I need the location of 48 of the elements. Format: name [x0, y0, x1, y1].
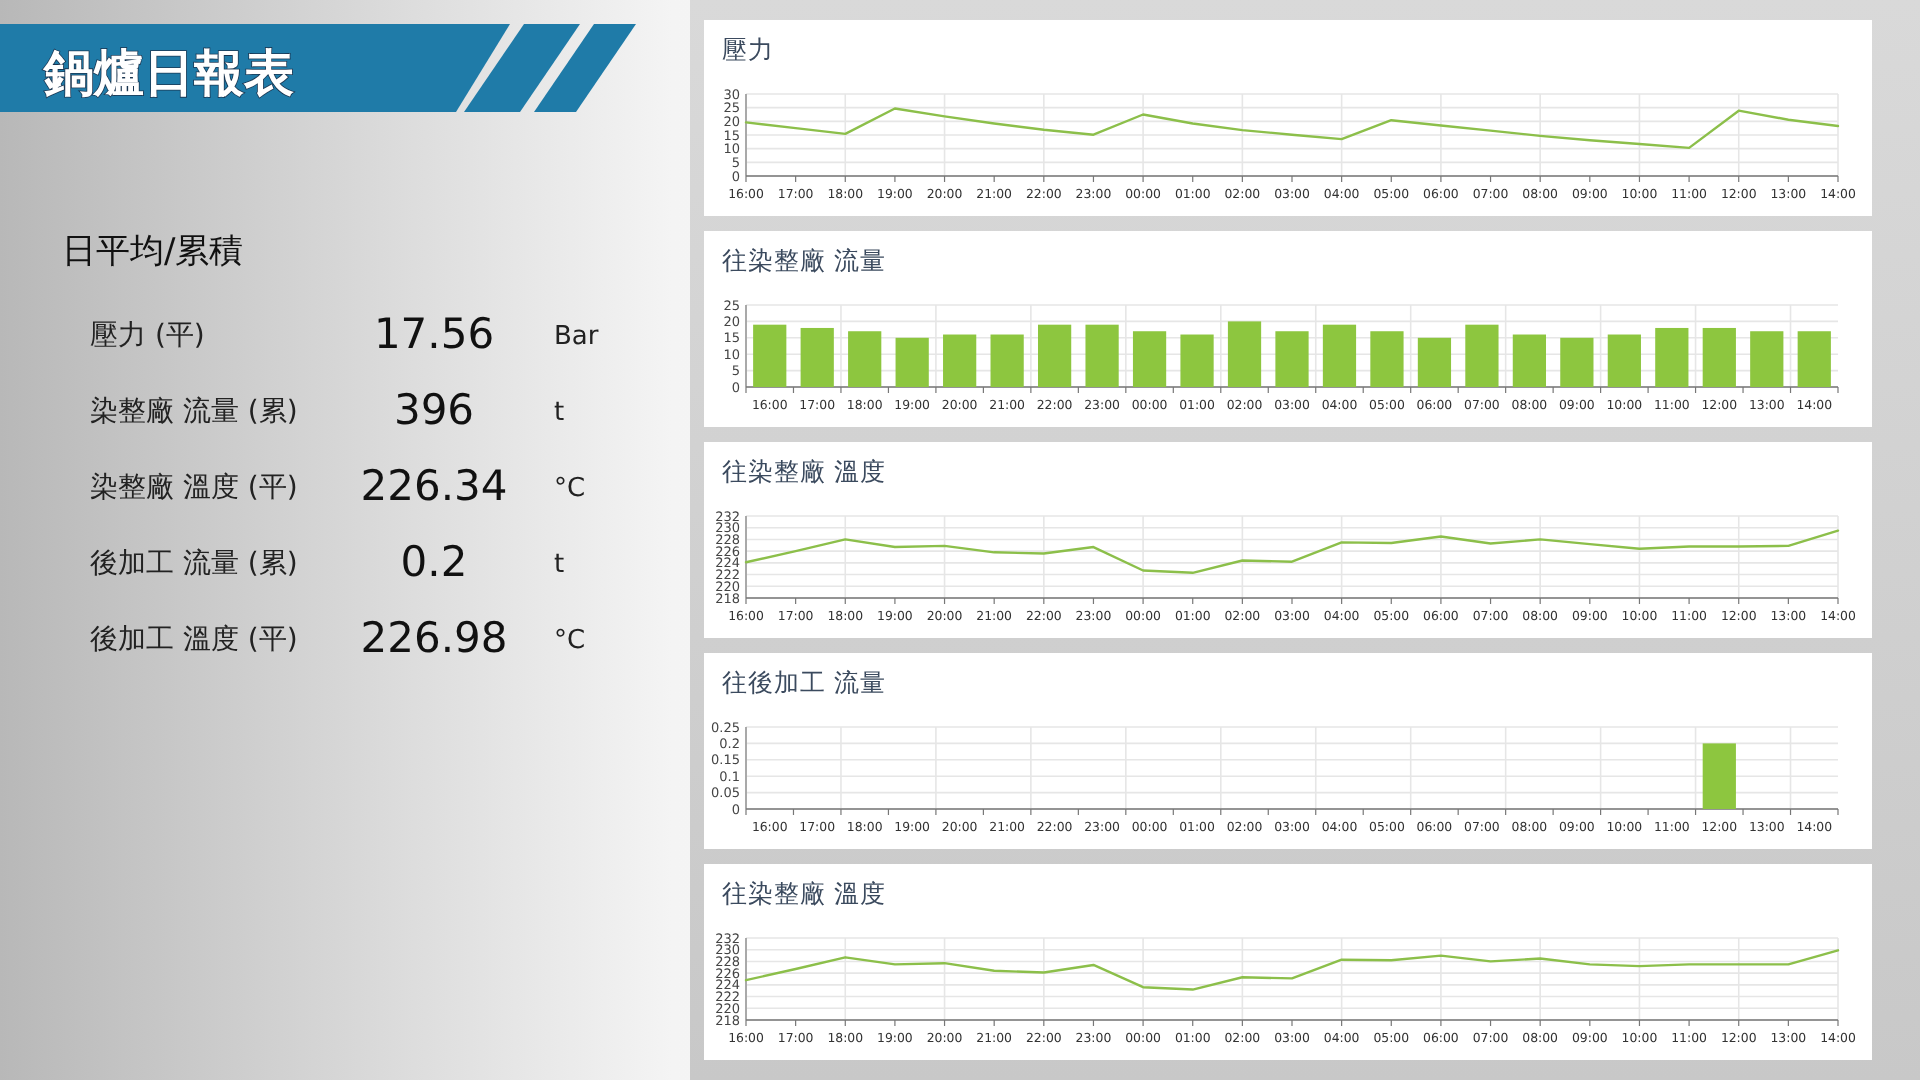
text: Bar — [554, 322, 600, 352]
category-label: 後加工 流量 (累) — [90, 548, 298, 580]
bar — [1085, 324, 1119, 387]
bar — [753, 324, 787, 387]
text: t — [554, 398, 565, 428]
category-label: 染整廠 溫度 (平) — [90, 472, 298, 504]
chart-title: 往染整廠 流量 — [722, 245, 886, 275]
line-series — [744, 107, 1840, 150]
category-label: 後加工 溫度 (平) — [90, 624, 298, 656]
chart-title: 往染整廠 溫度 — [722, 456, 886, 486]
bar — [1797, 331, 1831, 387]
bar — [848, 331, 882, 387]
data-label: 0.2 — [400, 538, 468, 586]
line-series — [744, 529, 1840, 575]
bar — [990, 334, 1024, 387]
bar — [1180, 334, 1214, 387]
bar — [1275, 331, 1309, 387]
bar — [1322, 324, 1357, 387]
text: 日平均/累積 — [62, 232, 244, 272]
data-label: 226.34 — [360, 462, 508, 510]
bar — [1227, 321, 1262, 387]
chart-title: 往染整廠 溫度 — [722, 878, 886, 908]
text: °C — [554, 474, 586, 504]
bar — [1037, 324, 1072, 387]
category-label: 染整廠 流量 (累) — [90, 396, 298, 428]
chart-title: 往後加工 流量 — [722, 667, 886, 697]
bar — [895, 337, 929, 387]
data-label: 396 — [393, 386, 475, 434]
data-label: 226.98 — [360, 614, 508, 662]
line-series — [744, 949, 1840, 991]
chart-title: 壓力 — [722, 34, 774, 64]
bar — [1702, 327, 1736, 387]
bar — [1370, 331, 1404, 387]
text: °C — [554, 626, 586, 656]
text: t — [554, 550, 565, 580]
bar — [1750, 331, 1784, 387]
bar — [943, 334, 977, 387]
bar — [1512, 334, 1547, 387]
bar — [800, 327, 834, 387]
category-label: 壓力 (平) — [90, 320, 205, 352]
data-label: 17.56 — [373, 310, 495, 358]
bar — [1560, 337, 1594, 387]
text: 鍋爐日報表 — [42, 44, 294, 102]
bar — [1132, 331, 1167, 387]
bar — [1607, 334, 1641, 387]
bar — [1465, 324, 1499, 387]
bar — [1417, 337, 1452, 387]
bar — [1655, 327, 1689, 387]
